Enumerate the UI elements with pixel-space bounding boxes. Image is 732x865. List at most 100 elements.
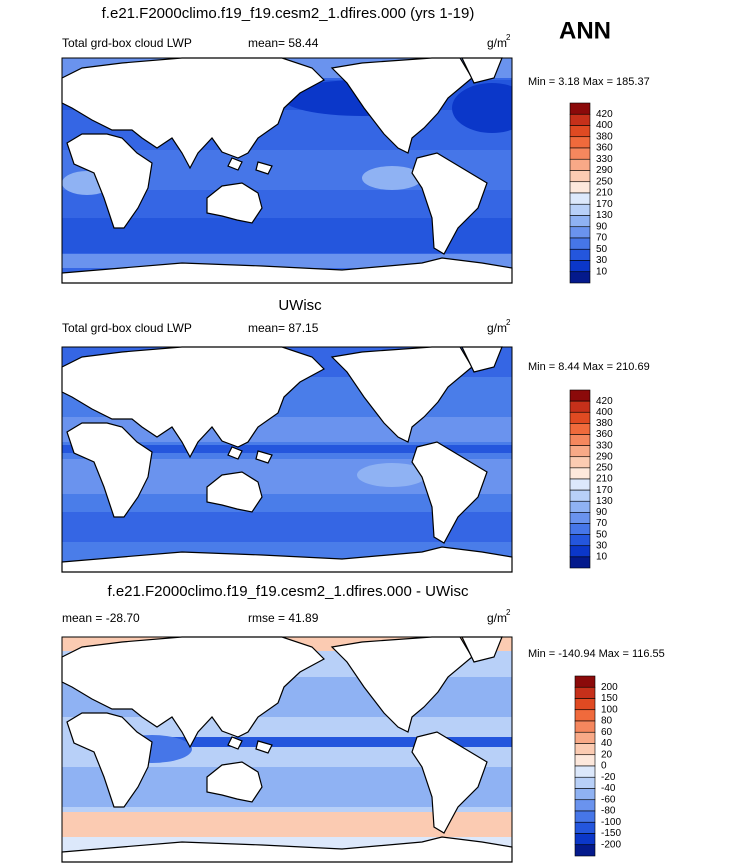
left-label: Total grd-box cloud LWP xyxy=(62,321,192,335)
colorbar-box xyxy=(574,709,596,722)
center-label: rmse = 41.89 xyxy=(248,611,319,625)
colorbar-box xyxy=(569,125,591,138)
left-label: mean = -28.70 xyxy=(62,611,140,625)
colorbar-label: 70 xyxy=(596,518,608,529)
colorbar-box xyxy=(569,512,591,524)
colorbar-box xyxy=(574,743,596,756)
colorbar-box xyxy=(569,500,591,513)
colorbar-label: -40 xyxy=(601,783,616,794)
colorbar-box xyxy=(569,456,591,469)
center-label: mean= 58.44 xyxy=(248,36,319,50)
colorbar-label: 90 xyxy=(596,221,608,232)
colorbar-label: 420 xyxy=(596,109,613,120)
colorbar-box xyxy=(569,192,591,205)
colorbar-box xyxy=(569,181,591,194)
colorbar-label: 400 xyxy=(596,120,613,131)
colorbar-label: 290 xyxy=(596,451,613,462)
colorbar-label: 80 xyxy=(601,716,613,727)
units: g/m xyxy=(487,36,507,50)
colorbar-box xyxy=(569,170,591,183)
panel-title: f.e21.F2000climo.f19_f19.cesm2_1.dfires.… xyxy=(102,5,475,22)
colorbar-box xyxy=(569,203,591,216)
colorbar-label: -20 xyxy=(601,772,616,783)
colorbar-box xyxy=(569,271,591,284)
colorbar-box xyxy=(574,686,596,699)
colorbar-label: 210 xyxy=(596,474,613,485)
colorbar-label: 330 xyxy=(596,440,613,451)
panel-title: f.e21.F2000climo.f19_f19.cesm2_1.dfires.… xyxy=(107,583,469,600)
colorbar-label: 360 xyxy=(596,429,613,440)
map-panel-2 xyxy=(61,346,513,573)
colorbar-box xyxy=(569,478,591,491)
colorbar-label: 170 xyxy=(596,485,613,496)
colorbar-label: 10 xyxy=(596,266,608,277)
units-superscript: 2 xyxy=(506,33,511,42)
center-label: mean= 87.15 xyxy=(248,321,319,335)
colorbar-box xyxy=(569,434,591,446)
colorbar-box xyxy=(574,765,596,778)
colorbar-label: 400 xyxy=(596,407,613,418)
colorbar-label: 290 xyxy=(596,165,613,176)
colorbar-label: 380 xyxy=(596,131,613,142)
colorbar-label: 150 xyxy=(601,693,618,704)
colorbar-label: 0 xyxy=(601,761,607,772)
colorbar-box xyxy=(574,731,596,744)
colorbar-box xyxy=(574,776,596,789)
colorbar-box xyxy=(574,821,596,834)
colorbar-box xyxy=(569,158,591,171)
colorbar-box xyxy=(569,545,591,558)
colorbar-box xyxy=(569,102,591,115)
colorbar-box xyxy=(574,698,596,711)
colorbar-label: 250 xyxy=(596,176,613,187)
colorbar-label: 40 xyxy=(601,738,613,749)
colorbar-label: -150 xyxy=(601,828,621,839)
colorbar-box xyxy=(574,754,596,767)
colorbar-label: 30 xyxy=(596,255,608,266)
colorbar-box xyxy=(569,260,591,273)
colorbar-box xyxy=(569,534,591,547)
colorbar-box xyxy=(569,113,591,126)
colorbar-label: 200 xyxy=(601,682,618,693)
colorbar-label: 60 xyxy=(601,727,613,738)
colorbar-label: 250 xyxy=(596,463,613,474)
colorbar-box xyxy=(569,226,591,239)
units: g/m xyxy=(487,321,507,335)
min-max: Min = -140.94 Max = 116.55 xyxy=(528,648,665,660)
colorbar-label: 210 xyxy=(596,188,613,199)
colorbar-label: 50 xyxy=(596,244,608,255)
colorbar-label: 30 xyxy=(596,540,608,551)
colorbar-box xyxy=(569,423,591,435)
colorbar-box xyxy=(569,248,591,261)
colorbar-box xyxy=(569,400,591,413)
colorbar-label: 420 xyxy=(596,396,613,407)
colorbar-label: 330 xyxy=(596,154,613,165)
colorbar-box xyxy=(574,799,596,812)
map-panel-1 xyxy=(61,57,513,284)
colorbar-box xyxy=(569,411,591,424)
left-label: Total grd-box cloud LWP xyxy=(62,36,192,50)
colorbar-box xyxy=(569,136,591,149)
colorbar-box xyxy=(574,788,596,801)
units-superscript: 2 xyxy=(506,318,511,327)
map-panel-3 xyxy=(61,636,513,863)
colorbar-box xyxy=(574,675,596,688)
colorbar-label: 90 xyxy=(596,507,608,518)
colorbar-box xyxy=(569,556,591,569)
colorbar-label: -60 xyxy=(601,794,616,805)
units-superscript: 2 xyxy=(506,608,511,617)
colorbar-label: 130 xyxy=(596,210,613,221)
colorbar-label: -100 xyxy=(601,817,621,828)
colorbar-label: 10 xyxy=(596,552,608,563)
colorbar-label: 50 xyxy=(596,529,608,540)
colorbar-box xyxy=(569,523,591,535)
colorbar-label: 20 xyxy=(601,749,613,760)
min-max: Min = 3.18 Max = 185.37 xyxy=(528,76,650,88)
colorbar-label: 100 xyxy=(601,704,618,715)
colorbar-box xyxy=(569,215,591,228)
colorbar-box xyxy=(574,833,596,846)
season-label: ANN xyxy=(559,17,611,44)
colorbar-label: 380 xyxy=(596,418,613,429)
colorbar-label: -80 xyxy=(601,806,616,817)
colorbar-box xyxy=(569,467,591,480)
